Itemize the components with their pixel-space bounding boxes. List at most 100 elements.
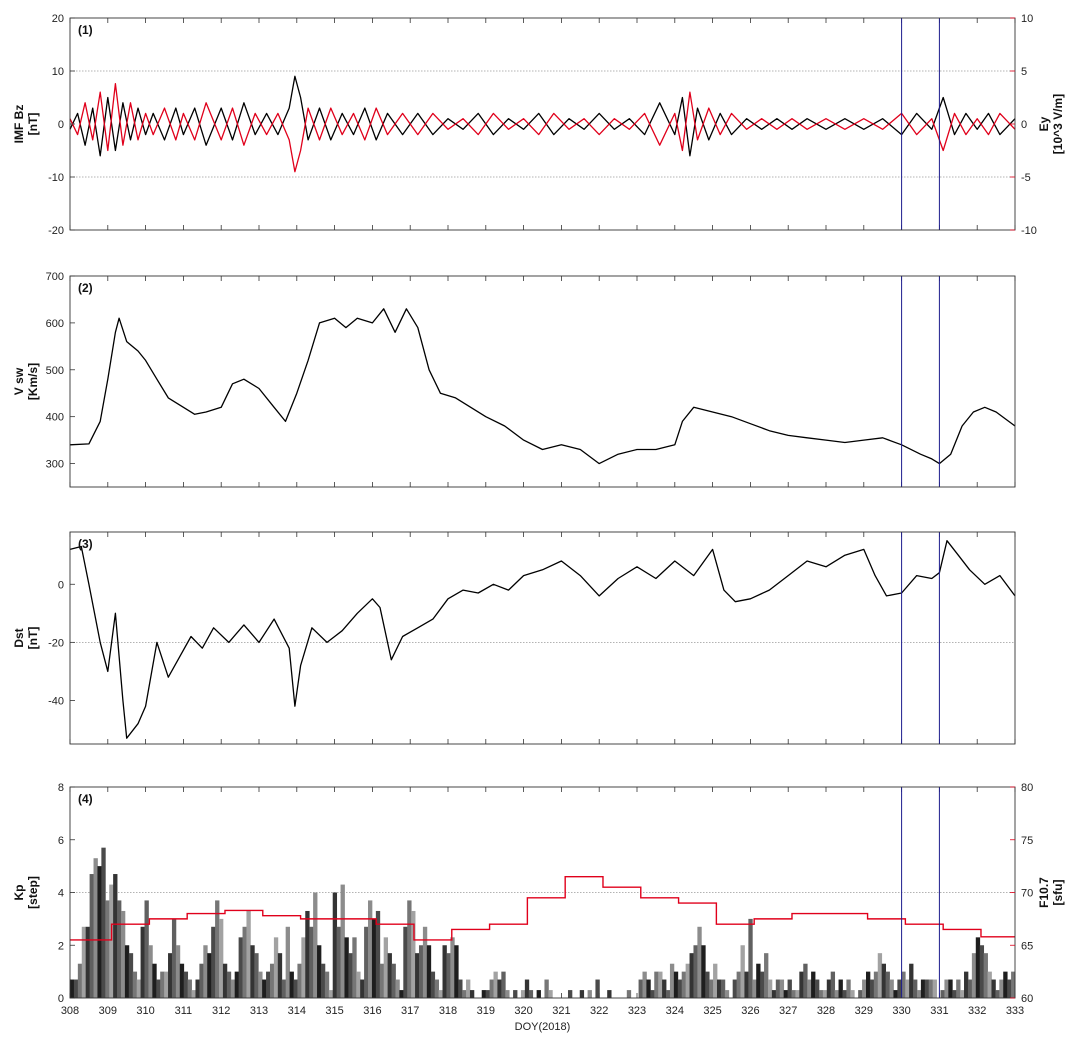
kp-bar <box>301 937 306 998</box>
kp-bar <box>826 979 832 998</box>
kp-bar <box>791 990 796 998</box>
kp-bar <box>430 971 436 998</box>
kp-bar <box>520 990 526 998</box>
kp-bar <box>454 945 459 998</box>
kp-bar <box>536 990 541 998</box>
kp-bar <box>744 971 749 998</box>
kp-bar <box>775 979 781 998</box>
y-tick-label: -20 <box>48 225 64 237</box>
kp-bar <box>128 953 134 998</box>
kp-bar <box>399 990 404 998</box>
kp-bar <box>195 979 200 998</box>
kp-bar <box>834 990 839 998</box>
kp-bar <box>203 945 208 998</box>
kp-bar <box>544 979 549 998</box>
y-tick-label: 4 <box>58 888 64 900</box>
y-tick-label: 2 <box>58 940 64 952</box>
kp-bar <box>752 979 757 998</box>
kp-bar <box>70 979 75 998</box>
y-tick-label: 500 <box>46 365 64 377</box>
y-axis-title: Kp[step] <box>12 876 40 909</box>
kp-bar <box>865 971 871 998</box>
kp-bar <box>983 953 988 998</box>
kp-bar <box>928 979 934 998</box>
kp-bar <box>677 979 683 998</box>
kp-bar <box>426 945 432 998</box>
panel-frame <box>69 531 1016 745</box>
kp-bar <box>971 953 977 998</box>
kp-bar <box>650 990 655 998</box>
kp-bar <box>638 979 643 998</box>
kp-bar <box>340 884 345 998</box>
kp-bar <box>995 990 1000 998</box>
kp-bar <box>658 971 663 998</box>
kp-bar <box>920 979 926 998</box>
x-tick-label: 325 <box>703 1005 721 1017</box>
y-tick-label: 600 <box>46 318 64 330</box>
kp-bar <box>317 945 322 998</box>
x-tick-label: 308 <box>61 1005 79 1017</box>
kp-bar <box>818 990 824 998</box>
y-tick-label: -20 <box>48 637 64 649</box>
kp-bar <box>579 990 585 998</box>
y-tick-label: 10 <box>52 66 64 78</box>
kp-bar <box>967 979 973 998</box>
kp-bar <box>846 979 851 998</box>
kp-bar <box>156 979 161 998</box>
kp-bar <box>787 979 792 998</box>
kp-bar <box>524 979 530 998</box>
kp-bar <box>489 979 494 998</box>
kp-bar <box>873 971 879 998</box>
kp-bar <box>960 990 965 998</box>
kp-bar <box>811 971 816 998</box>
kp-bar <box>822 990 828 998</box>
x-tick-label: 322 <box>590 1005 608 1017</box>
kp-bar <box>607 990 612 998</box>
kp-bar <box>387 953 392 998</box>
kp-bar <box>422 926 428 998</box>
panel-label: (2) <box>78 281 93 295</box>
kp-bar <box>199 963 204 998</box>
kp-bar <box>438 990 443 998</box>
kp-bar <box>269 963 275 998</box>
y-tick-label: 300 <box>46 459 64 471</box>
kp-bar <box>830 971 836 998</box>
kp-bar <box>309 926 314 998</box>
kp-bar <box>869 979 875 998</box>
kp-bar <box>850 990 855 998</box>
kp-bar <box>885 971 890 998</box>
kp-bar <box>266 971 271 998</box>
kp-bar <box>368 900 373 998</box>
kp-bar <box>403 926 408 998</box>
kp-bar <box>356 971 361 998</box>
kp-bar <box>246 910 251 998</box>
y-tick-label: -40 <box>48 695 64 707</box>
x-tick-label: 312 <box>212 1005 230 1017</box>
kp-bar <box>964 971 969 998</box>
kp-bar <box>469 990 475 998</box>
kp-bar <box>124 945 130 998</box>
x-tick-label: 326 <box>741 1005 759 1017</box>
kp-bar <box>662 979 667 998</box>
kp-bar <box>250 945 255 998</box>
kp-bar <box>901 971 906 998</box>
kp-bar <box>838 979 843 998</box>
kp-bar <box>842 990 847 998</box>
kp-bar <box>689 953 694 998</box>
kp-bar <box>693 945 698 998</box>
kp-bar <box>779 979 785 998</box>
x-tick-label: 332 <box>968 1005 986 1017</box>
y2-axis-title: F10.7[sfu] <box>1037 877 1065 908</box>
kp-bar <box>493 971 498 998</box>
kp-bar <box>481 990 487 998</box>
kp-bar <box>136 979 141 998</box>
kp-bar <box>666 990 671 998</box>
kp-bar <box>415 953 420 998</box>
kp-bar <box>799 971 804 998</box>
kp-bar <box>140 926 145 998</box>
y-tick-label: -10 <box>48 172 64 184</box>
kp-bar <box>281 979 287 998</box>
kp-bar <box>254 953 259 998</box>
kp-bar <box>344 937 349 998</box>
